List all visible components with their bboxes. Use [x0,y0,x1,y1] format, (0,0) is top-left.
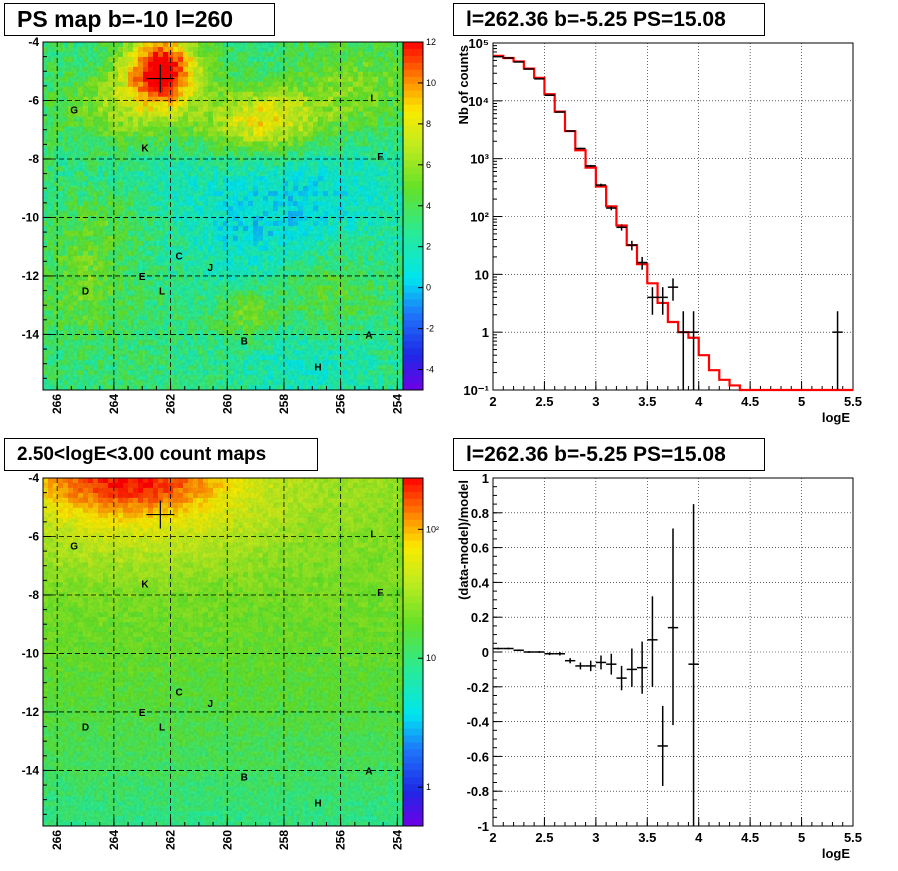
spectrum-title: l=262.36 b=-5.25 PS=15.08 [453,3,765,36]
count-map-title: 2.50<logE<3.00 count maps [4,438,318,471]
residuals-title: l=262.36 b=-5.25 PS=15.08 [453,438,765,471]
ps-map-title: PS map b=-10 l=260 [4,3,275,36]
